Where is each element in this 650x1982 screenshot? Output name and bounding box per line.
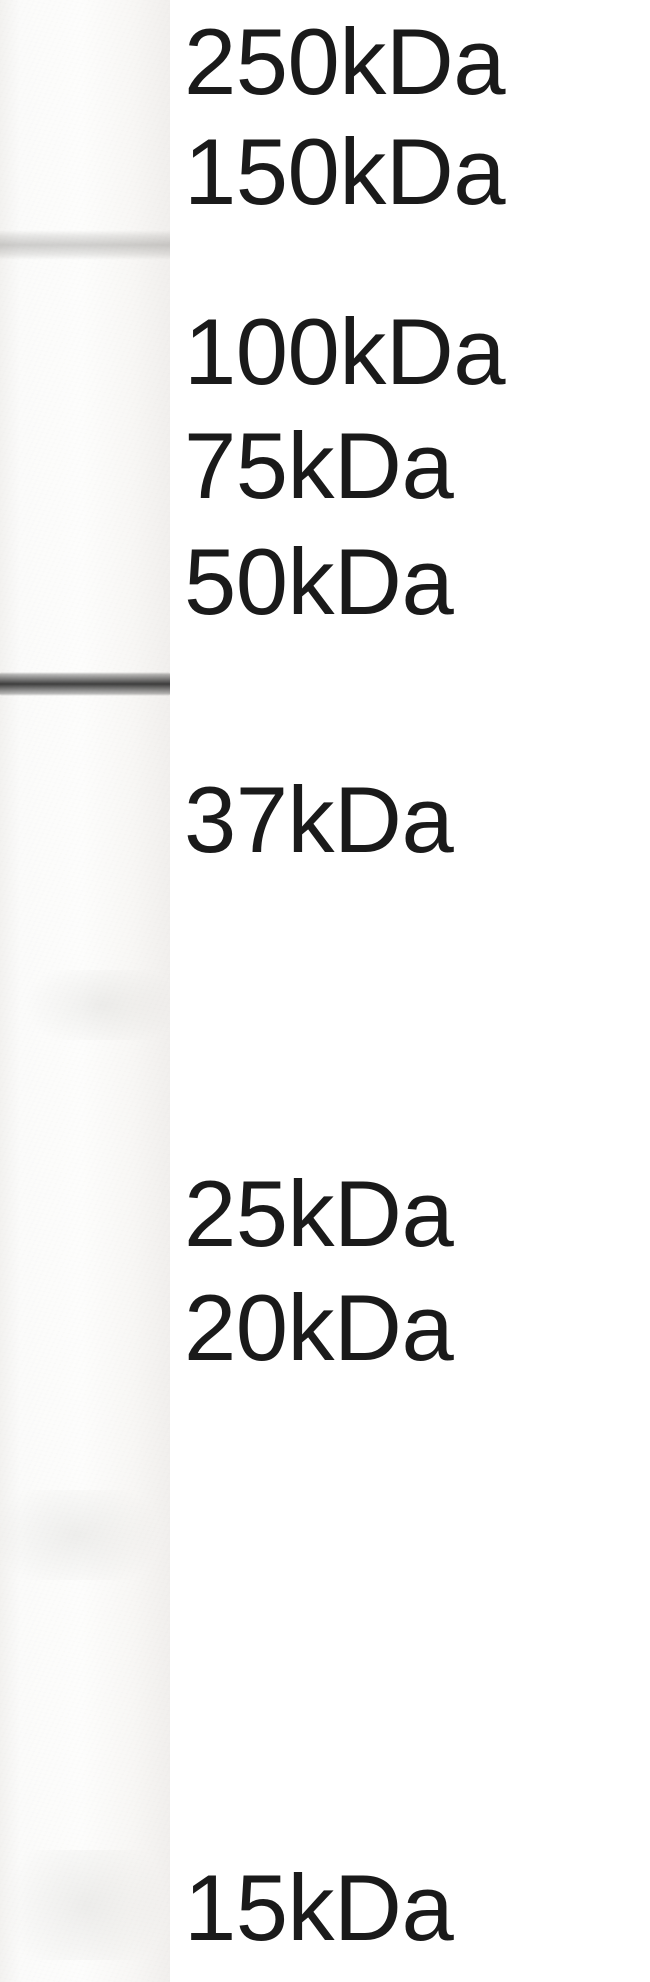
main-dark-band: [0, 672, 170, 696]
smudge-3: [0, 1850, 170, 1960]
mw-label-250: 250kDa: [184, 8, 505, 116]
mw-label-150: 150kDa: [184, 118, 505, 226]
western-blot-lane: [0, 0, 170, 1982]
smudge-2: [0, 1490, 170, 1580]
molecular-weight-label-column: 250kDa150kDa 100kDa75kDa50kDa 37kDa 25kDa20…: [170, 0, 650, 1982]
smudge-1: [0, 970, 170, 1040]
upper-faint-band: [0, 230, 170, 260]
mw-label-75: 75kDa: [184, 412, 453, 520]
mw-label-50: 50kDa: [184, 528, 453, 636]
mw-label-25: 25kDa: [184, 1160, 453, 1268]
mw-label-37: 37kDa: [184, 766, 453, 874]
mw-label-15: 15kDa: [184, 1854, 453, 1962]
mw-label-20: 20kDa: [184, 1274, 453, 1382]
mw-label-100: 100kDa: [184, 298, 505, 406]
